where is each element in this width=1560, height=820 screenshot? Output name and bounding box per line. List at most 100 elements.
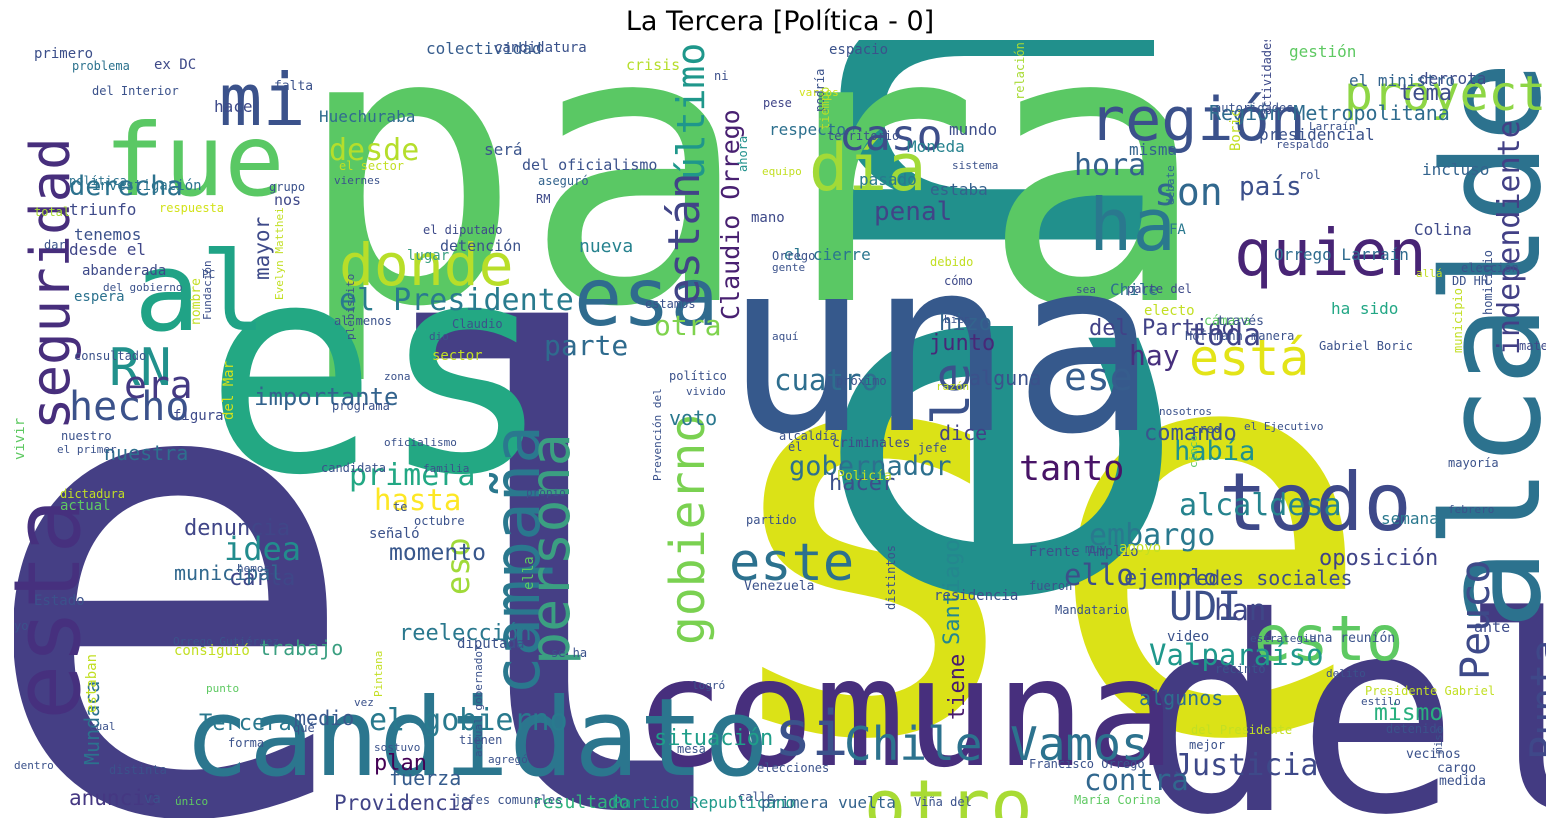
word-partido-republicano: Partido Republicano [612,793,795,812]
word-del: del [1134,559,1546,818]
word-municipal: municipal [174,561,282,585]
word-muy: muy [1085,542,1107,556]
word-presidencial: presidencial [1259,125,1375,144]
word-mano: mano [751,210,785,226]
word-presidente-gabriel: Presidente Gabriel [1365,684,1495,698]
word-persona: persona [518,433,582,665]
word-justicia: Justicia [1174,748,1319,783]
word-pasado: pasado [859,170,917,189]
word-contra: contra [1084,763,1189,797]
word-tema: tema [1399,81,1452,106]
word-manera: manera [1251,329,1294,343]
word-candidata: candidata [321,461,386,475]
word-orrego-larrain: Orrego Larraín [1274,245,1409,264]
word-claudio: Claudio [452,317,503,331]
word-valparaiso: Valparaíso [1149,638,1324,672]
word-el-presidente: el Presidente [339,283,574,318]
word-estan: están [659,173,710,305]
word-logro: logró [692,679,725,692]
word-del-mar: del Mar [221,361,237,420]
word-hacer: hacer [829,471,895,496]
word-orrego: Orrego [772,249,815,263]
word-alguna: alguna [969,366,1041,390]
word-consiguio: consiguió [174,643,250,659]
word-el-gobierno: el gobierno [369,703,568,738]
word-forma: forma [228,736,264,750]
word-dar: dar [44,238,66,252]
word-grupo: grupo [269,180,305,194]
word-carta: carta [229,566,295,591]
word-zona: zona [384,370,411,383]
word-jefe: jefe [918,441,947,455]
word-cloud: el se en para es una del comuna alcalde candidato… [14,40,1546,818]
word-ese: ese [1064,355,1133,399]
word-huechuraba: Huechuraba [319,107,415,126]
word-frente-amplio: Frente Amplio [1029,544,1139,560]
word-esta: esta [14,498,101,720]
word-autoridades: autoridades [1214,101,1293,115]
word-ahora: ahora [736,136,750,172]
word-mayor: mayor [250,217,274,280]
word-dentro: dentro [14,759,54,772]
word-punto: punto [206,682,239,695]
word-todo: todo [1219,456,1412,549]
word-desde-el: desde el [69,240,146,259]
word-prevencion-del: Prevención del [651,388,664,481]
word-tiene: tiene [945,654,970,720]
word-proximo: próximo [836,374,887,388]
word-estaban: estaban [84,654,100,713]
word-anuncio: anuncio [69,786,158,810]
word-criminales: criminales [832,436,910,451]
word-consultado: consultado [74,349,146,363]
word-partido: partido [746,513,797,527]
word-tanto: tanto [1019,449,1124,489]
word-el-diputado: el diputado [423,223,502,237]
word-estilo: estilo [1361,695,1401,708]
word-hay: hay [1129,339,1180,372]
word-quien: quien [1234,217,1427,291]
word-misa: misa [1432,728,1445,755]
word-hemos: hemos [237,562,270,575]
word-mundaca: Mundaca [80,681,104,765]
word-udi: UDI [1169,584,1241,630]
word-se: se [704,211,1378,818]
word-fa: FA [1169,222,1186,238]
word-que: qué [293,721,315,735]
word-hoffmann: Hoffmann [1185,329,1243,343]
word-mismo: mismo [1374,700,1443,726]
word-larrain: Larraín [1309,120,1355,133]
word-alcaldia: alcaldía [779,429,837,443]
word-penal: penal [874,197,952,227]
word-el-primer: el primer [57,443,117,456]
word-providencia: Providencia [334,791,473,815]
word-tiempo: tiempo [818,87,832,130]
word-sector: sector [432,348,483,364]
word-del-interior: del Interior [92,84,179,98]
word-podria: podría [813,69,827,112]
word-mandatario: Mandatario [1055,603,1127,617]
word-tenemos: tenemos [74,225,141,244]
word-para: para [294,40,1209,390]
word-relacion: relación [1013,42,1027,100]
word-pese: pese [763,96,792,110]
word-problema: problema [72,59,130,73]
word-aseguro: aseguró [538,174,589,188]
word-parte: parte [544,329,628,362]
word-campana: campaña [481,425,555,695]
word-ejemplo: ejemplo [1124,566,1217,591]
word-total: total [34,205,70,219]
word-eso: eso [439,537,477,595]
word-dice: dice [939,421,987,445]
word-varios: varios [799,86,839,99]
word-febrero: febrero [1448,503,1494,516]
word-se-ha: se ha [551,646,587,660]
word-distintos: distintos [884,545,898,610]
word-seguridad: seguridad [19,137,82,430]
word-importante: importante [254,383,399,411]
word-mayoria: mayoría [1448,456,1499,470]
word-distinta: distinta [109,763,167,777]
word-derecha: derecha [69,171,183,202]
word-residencia: residencia [934,588,1018,604]
word-embargo: embargo [1089,518,1215,553]
word-camara: cámara [1204,314,1251,329]
